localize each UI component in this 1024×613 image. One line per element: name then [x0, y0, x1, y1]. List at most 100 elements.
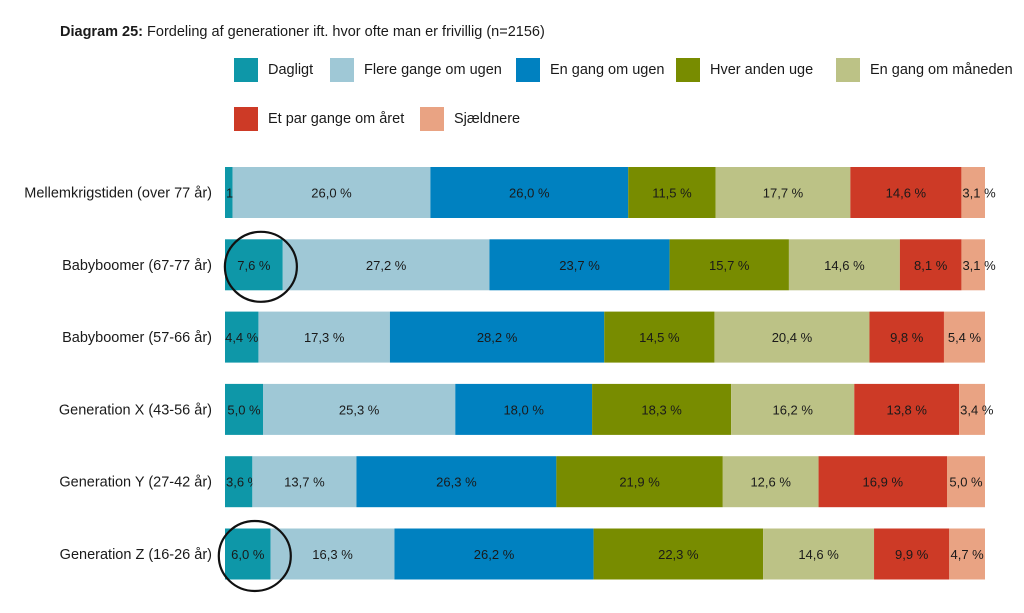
- data-label: 8,1 %: [914, 258, 948, 273]
- bar-segment-en-gang-om-ugen: [356, 456, 557, 508]
- data-label: 12,6 %: [750, 475, 791, 490]
- category-label: Mellemkrigstiden (over 77 år): [24, 186, 212, 202]
- data-label: 3,1 %: [962, 186, 996, 201]
- data-label: 5,0 %: [227, 402, 261, 417]
- data-label: 9,9 %: [895, 547, 929, 562]
- data-label: 14,5 %: [639, 330, 680, 345]
- legend-swatch: [516, 58, 540, 82]
- legend-label: En gang om måneden: [870, 62, 1013, 78]
- data-label: 18,3 %: [641, 402, 682, 417]
- data-label: 3,1 %: [962, 258, 996, 273]
- data-label: 16,9 %: [863, 475, 904, 490]
- category-label: Babyboomer (67-77 år): [62, 258, 212, 274]
- legend-label: Dagligt: [268, 62, 314, 78]
- legend-swatch: [836, 58, 860, 82]
- data-label: 14,6 %: [824, 258, 865, 273]
- category-label: Generation Y (27-42 år): [59, 475, 212, 491]
- data-label: 9,8 %: [890, 330, 924, 345]
- bar-segment-en-gang-om-ugen: [394, 528, 594, 580]
- bar-segment-hver-anden-uge: [592, 383, 732, 435]
- bar-segment-en-gang-om-måneden: [715, 167, 851, 218]
- data-label: 7,6 %: [237, 258, 271, 273]
- data-label: 25,3 %: [339, 402, 380, 417]
- data-label: 14,6 %: [798, 547, 839, 562]
- bar-segment-et-par-gange-om-året: [869, 311, 944, 363]
- data-label: 26,3 %: [436, 475, 477, 490]
- data-label: 16,2 %: [772, 402, 813, 417]
- chart-title: Diagram 25: Fordeling af generationer if…: [60, 24, 545, 40]
- data-label: 21,9 %: [619, 475, 660, 490]
- bar-segment-et-par-gange-om-året: [850, 167, 962, 218]
- bar-segment-hver-anden-uge: [628, 167, 716, 218]
- legend-item-sjældnere: Sjældnere: [420, 107, 520, 131]
- bar-segment-et-par-gange-om-året: [899, 239, 962, 291]
- bar-segment-flere-gange-om-ugen: [263, 383, 456, 435]
- bar-segment-flere-gange-om-ugen: [232, 167, 431, 218]
- legend-label: Flere gange om ugen: [364, 62, 502, 78]
- bar-segment-sjældnere: [961, 167, 985, 218]
- legend-item-flere-gange-om-ugen: Flere gange om ugen: [330, 58, 502, 82]
- bar-segment-flere-gange-om-ugen: [252, 456, 357, 508]
- data-label: 5,4 %: [948, 330, 982, 345]
- data-label: 13,8 %: [886, 402, 927, 417]
- category-label: Generation Z (16-26 år): [60, 547, 212, 563]
- chart-title-text: Fordeling af generationer ift. hvor ofte…: [147, 24, 545, 40]
- bar-segment-hver-anden-uge: [593, 528, 764, 580]
- legend-swatch: [676, 58, 700, 82]
- legend-swatch: [330, 58, 354, 82]
- data-label: 27,2 %: [366, 258, 407, 273]
- data-label: 23,7 %: [559, 258, 600, 273]
- data-label: 28,2 %: [477, 330, 518, 345]
- data-label: 17,7 %: [763, 186, 804, 201]
- bar-segment-dagligt: [225, 456, 253, 508]
- legend-label: Et par gange om året: [268, 111, 405, 127]
- bar-segment-sjældnere: [943, 311, 985, 363]
- legend-label: Sjældnere: [454, 111, 521, 127]
- legend-label: Hver anden uge: [710, 62, 814, 78]
- legend-item-en-gang-om-måneden: En gang om måneden: [836, 58, 1013, 82]
- legend-label: En gang om ugen: [550, 62, 665, 78]
- bar-segment-dagligt: [225, 528, 271, 580]
- bar-segment-en-gang-om-ugen: [489, 239, 670, 291]
- legend-item-en-gang-om-ugen: En gang om ugen: [516, 58, 664, 82]
- data-label: 26,2 %: [474, 547, 515, 562]
- data-label: 3,4 %: [960, 402, 994, 417]
- legend-swatch: [420, 107, 444, 131]
- data-label: 18,0 %: [503, 402, 544, 417]
- bar-segment-en-gang-om-ugen: [455, 383, 593, 435]
- bar-segment-sjældnere: [947, 456, 985, 508]
- legend-item-dagligt: Dagligt: [234, 58, 313, 82]
- data-label: 4,4 %: [225, 330, 259, 345]
- data-label: 13,7 %: [284, 475, 325, 490]
- data-label: 3,6 %: [226, 475, 260, 490]
- data-label: 16,3 %: [312, 547, 353, 562]
- bar-segment-en-gang-om-ugen: [430, 167, 629, 218]
- bar-segment-hver-anden-uge: [556, 456, 723, 508]
- data-label: 5,0 %: [949, 475, 983, 490]
- bar-segment-et-par-gange-om-året: [874, 528, 950, 580]
- category-label: Babyboomer (57-66 år): [62, 330, 212, 346]
- bar-segment-dagligt: [225, 311, 259, 363]
- bar-segment-en-gang-om-måneden: [722, 456, 819, 508]
- data-label: 6,0 %: [231, 547, 265, 562]
- data-label: 20,4 %: [772, 330, 813, 345]
- bar-segment-sjældnere: [961, 239, 985, 291]
- bar-segment-en-gang-om-måneden: [731, 383, 855, 435]
- legend-swatch: [234, 107, 258, 131]
- bar-segment-en-gang-om-ugen: [389, 311, 605, 363]
- bar-segment-en-gang-om-måneden: [714, 311, 870, 363]
- data-label: 26,0 %: [311, 186, 352, 201]
- data-label: 11,5 %: [652, 186, 692, 201]
- data-label: 22,3 %: [658, 547, 699, 562]
- highlight-circle: [223, 230, 298, 303]
- legend-item-et-par-gange-om-året: Et par gange om året: [234, 107, 404, 131]
- data-label: 4,7 %: [951, 547, 985, 562]
- data-label: 26,0 %: [509, 186, 550, 201]
- bar-segment-dagligt: [225, 167, 233, 218]
- bar-segment-hver-anden-uge: [669, 239, 789, 291]
- bar-segment-sjældnere: [959, 383, 985, 435]
- bar-segment-en-gang-om-måneden: [788, 239, 900, 291]
- category-label: Generation X (43-56 år): [59, 402, 212, 418]
- highlight-circle: [217, 519, 292, 593]
